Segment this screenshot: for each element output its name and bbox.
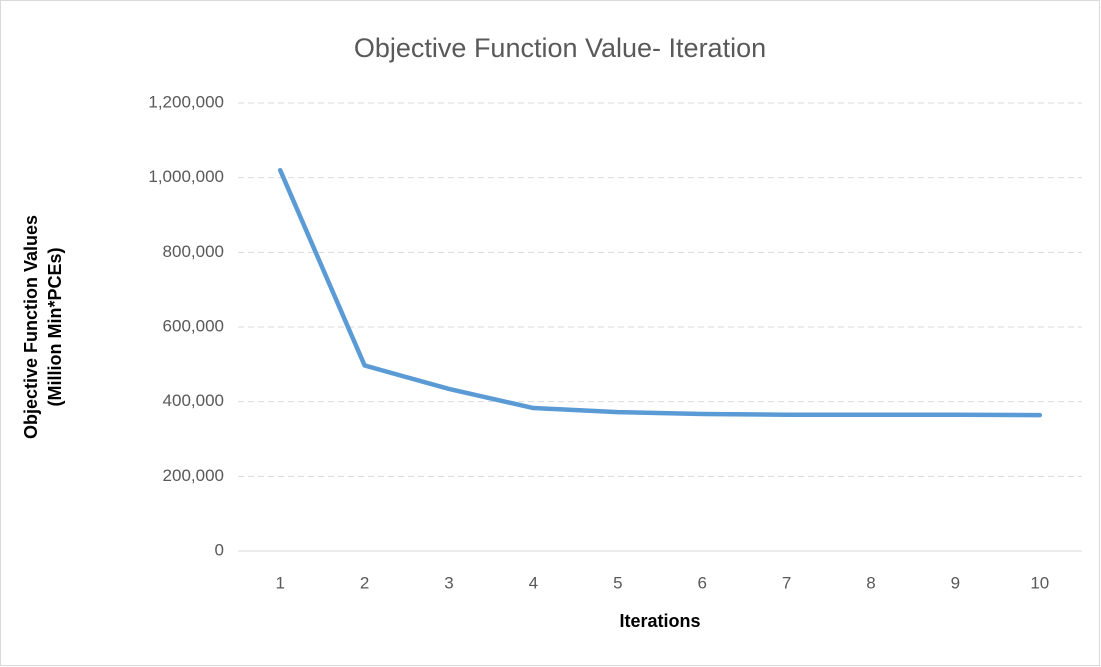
x-axis-label: Iterations: [619, 611, 700, 631]
x-tick-label: 1: [275, 573, 284, 592]
x-tick-label: 2: [360, 573, 369, 592]
y-tick-label: 600,000: [163, 316, 224, 335]
y-tick-label: 800,000: [163, 242, 224, 261]
x-tick-label: 8: [866, 573, 875, 592]
x-tick-label: 3: [444, 573, 453, 592]
y-tick-label: 0: [215, 540, 224, 559]
y-tick-label: 1,000,000: [148, 167, 224, 186]
y-axis-label: (Million Min*PCEs): [45, 248, 65, 407]
y-tick-label: 1,200,000: [148, 92, 224, 111]
chart-title: Objective Function Value- Iteration: [354, 33, 766, 63]
y-axis-label: Objective Function Values: [21, 215, 41, 439]
x-tick-label: 9: [951, 573, 960, 592]
x-tick-label: 6: [697, 573, 706, 592]
y-tick-label: 200,000: [163, 466, 224, 485]
x-tick-label: 10: [1030, 573, 1049, 592]
x-tick-label: 4: [529, 573, 538, 592]
x-tick-label: 5: [613, 573, 622, 592]
y-tick-label: 400,000: [163, 391, 224, 410]
data-line: [277, 167, 1043, 418]
x-tick-label: 7: [782, 573, 791, 592]
